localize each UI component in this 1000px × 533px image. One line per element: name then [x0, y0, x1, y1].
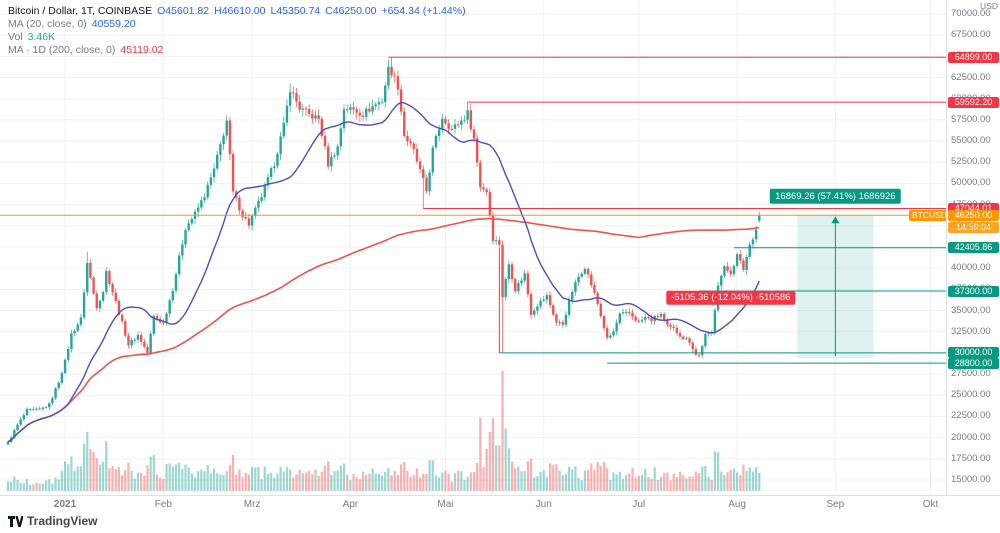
price-tick-label: 27500.00: [951, 368, 991, 380]
time-axis-label: Apr: [342, 499, 359, 510]
price-tick-label: 67500.00: [951, 29, 991, 41]
time-axis-label: Sep: [826, 499, 845, 510]
measure-arrow-head: [831, 216, 840, 224]
time-axis-label: 2021: [53, 499, 77, 510]
drawings-layer[interactable]: [388, 56, 946, 364]
price-axis-label: 42405.86: [948, 242, 999, 254]
price-tick-label: 55000.00: [951, 135, 991, 147]
candles-layer: [6, 57, 761, 446]
ohlc-low: L45350.74: [270, 5, 321, 17]
price-axis-label: 59592.20: [948, 96, 999, 108]
bar-countdown-label: 14:59:04: [948, 221, 999, 233]
ma200-line[interactable]: [7, 217, 760, 443]
time-axis-label: Jun: [535, 499, 552, 510]
price-tick-label: 17500.00: [951, 452, 991, 464]
change-value: +654.34 (+1.44%): [381, 5, 466, 17]
price-tick-label: 22500.00: [951, 410, 991, 422]
price-axis-label: 28800.00: [948, 357, 999, 369]
price-chart-canvas[interactable]: [0, 0, 946, 495]
price-axis-label: 30000.00: [948, 347, 999, 359]
volume-value: 3.46K: [27, 31, 56, 43]
price-axis-label: 46250.00: [948, 209, 999, 221]
tradingview-logo-text: TradingView: [27, 514, 98, 528]
time-axis[interactable]: 2021 Feb Mrz Apr Mai Jun Jul Aug Sep Okt: [0, 495, 1000, 516]
symbol-row: Bitcoin / Dollar, 1T, COINBASE O45601.82 H…: [8, 5, 471, 18]
tradingview-logo-icon: [8, 515, 23, 527]
price-tick-label: 52500.00: [951, 156, 991, 168]
ohlc-close: C46250.00: [325, 5, 377, 17]
grid-layer: [0, 0, 946, 494]
time-axis-label: Feb: [154, 499, 172, 510]
time-axis-label: Mrz: [243, 499, 261, 510]
price-tick-label: 62500.00: [951, 71, 991, 83]
price-tick-label: 57500.00: [951, 113, 991, 125]
symbol-title[interactable]: Bitcoin / Dollar, 1T, COINBASE: [8, 5, 153, 17]
ma200-value: 45119.02: [120, 44, 164, 56]
ma200-label[interactable]: MA · 1D (200, close, 0): [8, 44, 116, 56]
price-axis[interactable]: USD 70000.0067500.0065000.0062500.006000…: [946, 0, 1000, 495]
price-tick-label: 70000.00: [951, 8, 991, 19]
ma20-label[interactable]: MA (20, close, 0): [8, 18, 87, 30]
time-axis-label: Okt: [922, 499, 939, 510]
time-axis-label: Mai: [437, 499, 454, 510]
price-tick-label: 25000.00: [951, 389, 991, 401]
ohlc-high: H46610.00: [214, 5, 266, 17]
ma20-row: MA (20, close, 0) 40559.20: [8, 18, 471, 31]
ma20-line[interactable]: [7, 101, 760, 443]
tradingview-logo[interactable]: TradingView: [8, 514, 97, 528]
price-tick-label: 35000.00: [951, 304, 991, 316]
price-tick-label: 15000.00: [951, 474, 991, 485]
price-tick-label: 32500.00: [951, 325, 991, 337]
ma200-row: MA · 1D (200, close, 0) 45119.02: [8, 44, 471, 57]
volume-label[interactable]: Vol: [8, 31, 23, 43]
price-tick-label: 50000.00: [951, 177, 991, 189]
time-axis-label: Aug: [728, 499, 746, 510]
ma20-value: 40559.20: [91, 18, 136, 30]
price-axis-label: 47044.01: [948, 202, 999, 214]
price-tick-label: 20000.00: [951, 431, 991, 443]
volume-row: Vol 3.46K: [8, 31, 471, 44]
volume-layer: [6, 371, 761, 491]
ohlc-open: O45601.82: [157, 5, 210, 17]
time-axis-label: Jul: [632, 499, 646, 510]
price-tick-label: 40000.00: [951, 262, 991, 274]
chart-legend: Bitcoin / Dollar, 1T, COINBASE O45601.82 H…: [8, 5, 471, 57]
price-axis-unit[interactable]: USD: [980, 1, 998, 11]
price-axis-label: 64899.00: [948, 51, 999, 63]
price-axis-label: 37300.00: [948, 285, 999, 297]
